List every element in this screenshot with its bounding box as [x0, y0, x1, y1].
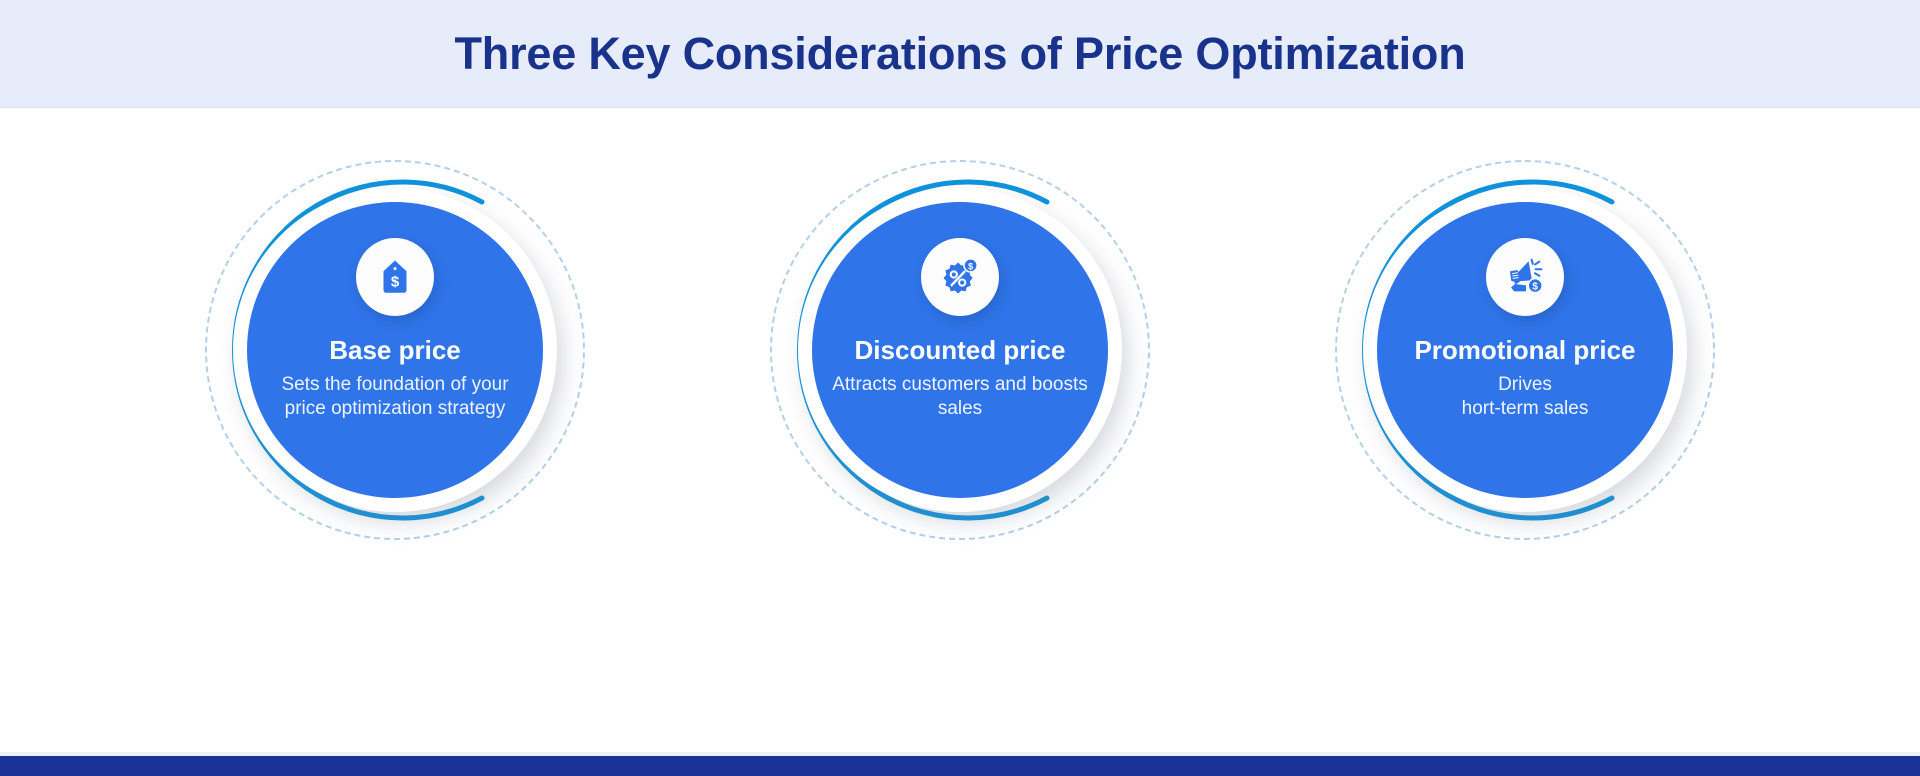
dashed-ring-decoration: [1335, 160, 1715, 540]
header-band: Three Key Considerations of Price Optimi…: [0, 0, 1920, 108]
card-title: Base price: [329, 335, 461, 365]
megaphone-dollar-icon: $: [1486, 238, 1564, 316]
footer-bar: [0, 756, 1920, 776]
svg-text:$: $: [391, 273, 400, 290]
card-description: Drives hort-term sales: [1461, 373, 1589, 419]
card-description: Sets the foundation of your price optimi…: [281, 373, 509, 419]
card-base-price[interactable]: $ Base price Sets the foundation of your…: [205, 160, 585, 540]
card-disc: $ Discounted price Attracts customers an…: [812, 202, 1108, 498]
cards-row: $ Base price Sets the foundation of your…: [0, 108, 1920, 756]
dashed-ring-decoration: [770, 160, 1150, 540]
price-tag-dollar-icon: $: [356, 238, 434, 316]
dashed-ring-decoration: [205, 160, 585, 540]
footer-hairline: [0, 752, 1920, 756]
card-disc: $ Base price Sets the foundation of your…: [247, 202, 543, 498]
card-title: Promotional price: [1414, 335, 1636, 365]
card-discounted-price[interactable]: $ Discounted price Attracts customers an…: [770, 160, 1150, 540]
card-title: Discounted price: [854, 335, 1066, 365]
svg-text:$: $: [968, 261, 973, 271]
card-description: Attracts customers and boosts sales: [832, 373, 1088, 419]
discount-badge-percent-icon: $: [921, 238, 999, 316]
card-promotional-price[interactable]: $ Promotional price Drives hort-term sal…: [1335, 160, 1715, 540]
svg-text:$: $: [1532, 282, 1538, 293]
page-title: Three Key Considerations of Price Optimi…: [454, 27, 1466, 79]
card-disc: $ Promotional price Drives hort-term sal…: [1377, 202, 1673, 498]
infographic-board: $ Base price Sets the foundation of your…: [0, 108, 1920, 756]
